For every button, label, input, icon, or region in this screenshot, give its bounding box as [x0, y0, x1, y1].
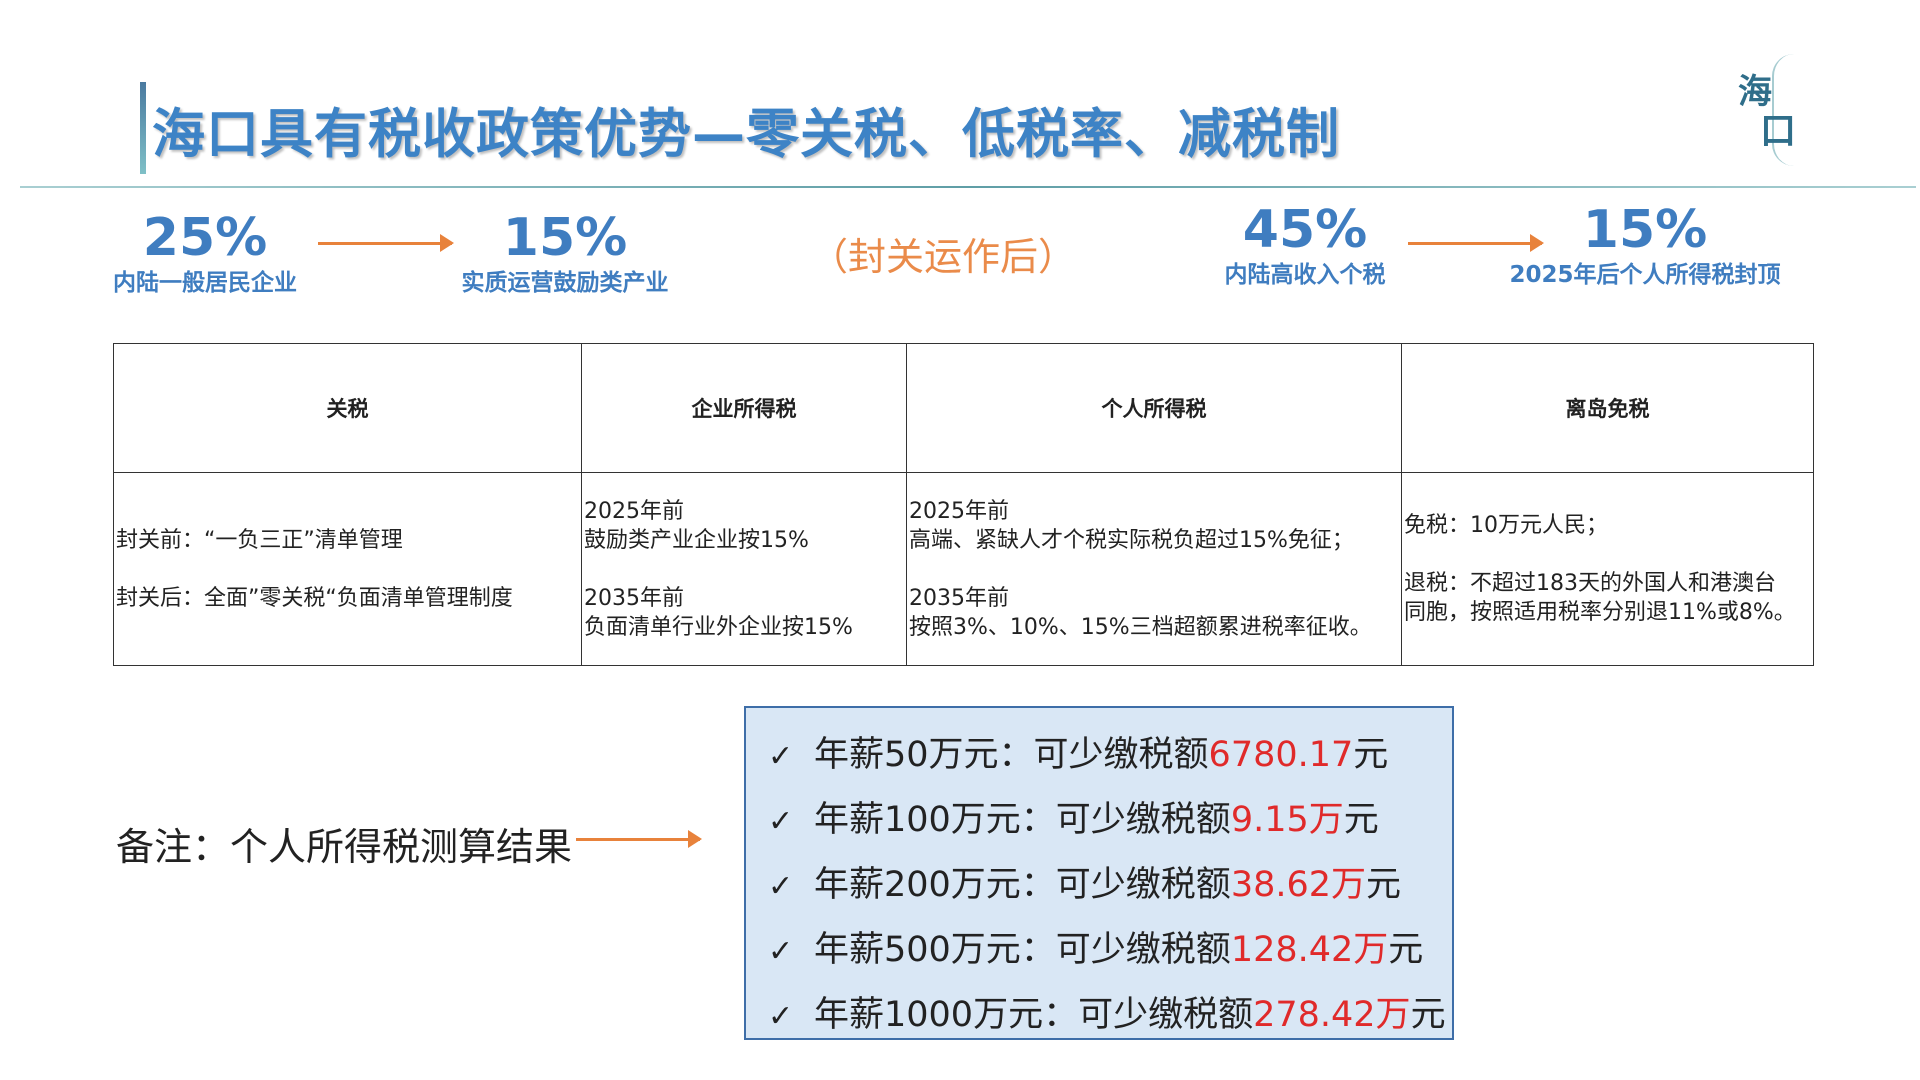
header-duty-free: 离岛免税	[1401, 343, 1814, 473]
stat-value: 45%	[1242, 200, 1368, 260]
corp-line-1: 2025年前	[584, 498, 684, 524]
result-prefix: 年薪50万元：可少缴税额	[814, 735, 1209, 775]
stat-label: 内陆高收入个税	[1224, 262, 1386, 288]
table-header-row: 关税 企业所得税 个人所得税 离岛免税	[113, 343, 1814, 473]
result-amount: 38.62	[1230, 865, 1332, 905]
tariff-after: 封关后：全面”零关税“负面清单管理制度	[116, 585, 513, 611]
result-item: ✓ 年薪50万元：可少缴税额6780.17元	[768, 726, 1388, 777]
personal-line-1: 2025年前	[909, 498, 1009, 524]
check-icon: ✓	[768, 869, 794, 904]
result-item: ✓ 年薪100万元：可少缴税额9.15万元	[768, 791, 1379, 842]
stat-corp-after: 15% 实质运营鼓励类产业	[450, 208, 680, 298]
stat-corp-before: 25% 内陆一般居民企业	[100, 208, 310, 298]
logo-arc	[1772, 54, 1794, 166]
stat-label: 2025年后个人所得税封顶	[1509, 262, 1781, 288]
personal-line-2: 高端、紧缺人才个税实际税负超过15%免征；	[909, 527, 1354, 553]
duty-free-line-2: 退税：不超过183天的外国人和港澳台	[1404, 571, 1776, 596]
check-icon: ✓	[768, 739, 794, 774]
result-amount: 278.42	[1253, 995, 1376, 1035]
customs-closure-note: （封关运作后）	[810, 235, 1077, 279]
stat-personal-before: 45% 内陆高收入个税	[1210, 200, 1400, 290]
result-suffix: 元	[1410, 995, 1446, 1035]
result-unit: 万	[1375, 995, 1411, 1035]
cell-corporate-tax: 2025年前 鼓励类产业企业按15% 2035年前 负面清单行业外企业按15%	[581, 472, 907, 666]
stat-value: 25%	[142, 208, 268, 268]
corp-line-4: 负面清单行业外企业按15%	[584, 614, 853, 640]
result-amount: 9.15	[1230, 800, 1309, 840]
personal-line-4: 按照3%、10%、15%三档超额累进税率征收。	[909, 614, 1372, 640]
result-unit: 万	[1353, 930, 1389, 970]
result-unit: 万	[1308, 800, 1344, 840]
result-unit: 万	[1331, 865, 1367, 905]
result-prefix: 年薪100万元：可少缴税额	[814, 800, 1231, 840]
tax-policy-table: 关税 企业所得税 个人所得税 离岛免税 封关前：“一负三正”清单管理 封关后：全…	[113, 343, 1814, 666]
cell-duty-free: 免税：10万元人民； 退税：不超过183天的外国人和港澳台 同胞，按照适用税率分…	[1401, 472, 1814, 666]
result-suffix: 元	[1366, 865, 1402, 905]
stat-value: 15%	[502, 208, 628, 268]
result-prefix: 年薪500万元：可少缴税额	[814, 930, 1231, 970]
result-item: ✓ 年薪1000万元：可少缴税额278.42万元	[768, 986, 1446, 1037]
table-row: 封关前：“一负三正”清单管理 封关后：全面”零关税“负面清单管理制度 2025年…	[113, 472, 1814, 666]
check-icon: ✓	[768, 934, 794, 969]
stat-label: 实质运营鼓励类产业	[461, 270, 669, 296]
check-icon: ✓	[768, 804, 794, 839]
header-divider	[20, 186, 1916, 188]
result-item: ✓ 年薪200万元：可少缴税额38.62万元	[768, 856, 1401, 907]
stat-label: 内陆一般居民企业	[113, 270, 297, 296]
tax-savings-box: ✓ 年薪50万元：可少缴税额6780.17元 ✓ 年薪100万元：可少缴税额9.15…	[744, 706, 1454, 1040]
page-title: 海口具有税收政策优势—零关税、低税率、减税制	[152, 104, 1340, 165]
title-accent-bar	[140, 82, 146, 174]
result-amount: 128.42	[1230, 930, 1354, 970]
stat-personal-after: 15% 2025年后个人所得税封顶	[1500, 200, 1790, 290]
stat-value: 15%	[1582, 200, 1708, 260]
header-corporate-tax: 企业所得税	[581, 343, 907, 473]
logo-char-2: 口	[1760, 110, 1797, 152]
corp-line-3: 2035年前	[584, 585, 684, 611]
duty-free-line-3: 同胞，按照适用税率分别退11%或8%。	[1404, 600, 1796, 625]
arrow-right-icon	[1408, 234, 1544, 252]
cell-personal-tax: 2025年前 高端、紧缺人才个税实际税负超过15%免征； 2035年前 按照3%…	[906, 472, 1402, 666]
arrow-right-icon	[318, 234, 454, 252]
result-prefix: 年薪1000万元：可少缴税额	[814, 995, 1254, 1035]
result-item: ✓ 年薪500万元：可少缴税额128.42万元	[768, 921, 1423, 972]
corp-line-2: 鼓励类产业企业按15%	[584, 527, 809, 553]
result-suffix: 元	[1343, 800, 1379, 840]
personal-line-3: 2035年前	[909, 585, 1009, 611]
result-amount: 6780.17	[1208, 735, 1354, 775]
duty-free-line-1: 免税：10万元人民；	[1404, 513, 1608, 538]
note-label: 备注：个人所得税测算结果	[116, 825, 573, 869]
result-prefix: 年薪200万元：可少缴税额	[814, 865, 1231, 905]
haikou-logo: 海 口	[1732, 54, 1800, 166]
arrow-right-icon	[576, 830, 702, 848]
header-personal-tax: 个人所得税	[906, 343, 1402, 473]
cell-tariff: 封关前：“一负三正”清单管理 封关后：全面”零关税“负面清单管理制度	[113, 472, 582, 666]
check-icon: ✓	[768, 999, 794, 1034]
result-suffix: 元	[1353, 735, 1389, 775]
result-suffix: 元	[1388, 930, 1424, 970]
header-tariff: 关税	[113, 343, 582, 473]
tariff-before: 封关前：“一负三正”清单管理	[116, 527, 403, 553]
logo-char-1: 海	[1738, 72, 1772, 112]
